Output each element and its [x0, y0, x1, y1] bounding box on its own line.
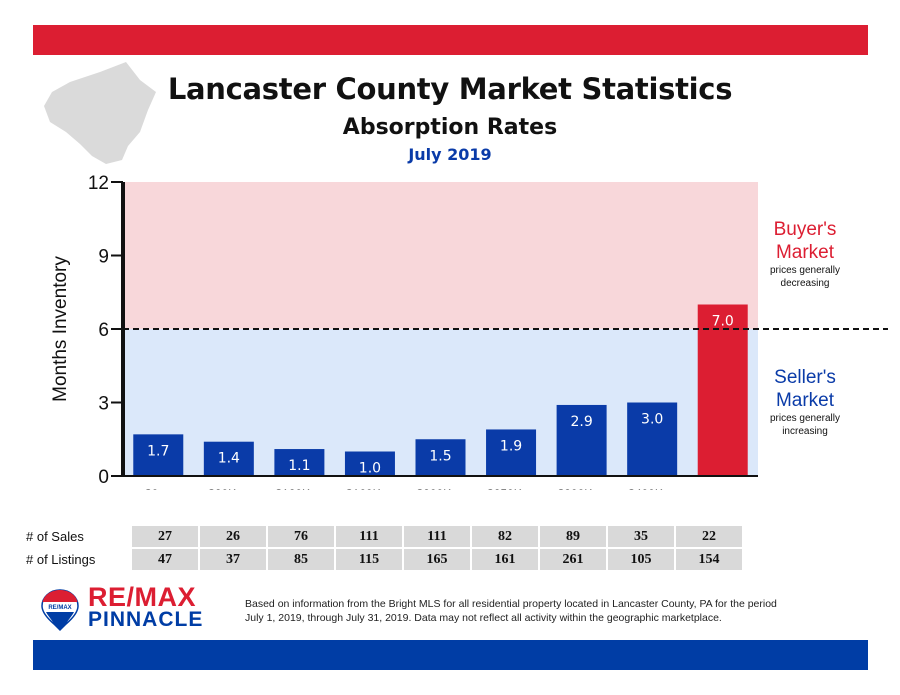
sellers-market-title-2: Market: [775, 390, 835, 411]
bar: [274, 449, 325, 476]
table-cell: 82: [470, 526, 538, 547]
bar-value-label: 7.0: [712, 314, 734, 330]
footnote-line-1: Based on information from the Bright MLS…: [245, 598, 777, 610]
y-tick-label: 9: [98, 247, 109, 268]
table-cell: 37: [198, 549, 266, 570]
table-cell: 89: [538, 526, 606, 547]
sellers-market-title-1: Seller's: [774, 367, 836, 388]
bar-value-label: 1.5: [429, 448, 451, 464]
bar: [486, 429, 537, 476]
x-tick-label: $0 to: [145, 487, 172, 490]
chart-subtitle: Absorption Rates: [342, 115, 558, 140]
x-tick-label: $400K to: [628, 487, 676, 490]
y-axis-title: Months Inventory: [50, 256, 71, 402]
table-cell: 111: [334, 526, 402, 547]
x-tick-label: $300K to: [558, 487, 606, 490]
balloon-badge-text: RE/MAX: [48, 605, 71, 611]
bar-value-label: 1.7: [147, 443, 169, 459]
logo-remax-text: RE/MAX: [88, 582, 197, 612]
x-tick-label: $80K to: [208, 487, 250, 490]
bar-value-label: 1.9: [500, 438, 522, 454]
bar-value-label: 1.1: [288, 458, 310, 474]
table-cell: 85: [266, 549, 334, 570]
chart-period: July 2019: [408, 145, 492, 164]
footnote-line-2: July 1, 2019, through July 31, 2019. Dat…: [245, 612, 722, 624]
table-row: # of Sales 27 26 76 111 111 82 89 35 22: [24, 526, 742, 547]
table-cell: 154: [674, 549, 742, 570]
buyers-market-note-1: prices generally: [769, 265, 841, 276]
table-cell: 26: [198, 526, 266, 547]
bar: [344, 451, 395, 476]
buyers-market-note-2: decreasing: [780, 278, 830, 289]
logo-pinnacle-text: PINNACLE: [88, 608, 204, 631]
bar-value-label: 1.4: [218, 451, 240, 467]
bar: [556, 404, 607, 476]
sales-listings-table: # of Sales 27 26 76 111 111 82 89 35 22 # of Listi…: [24, 524, 742, 572]
table-cell: 261: [538, 549, 606, 570]
remax-pinnacle-logo: RE/MAX RE/MAX PINNACLE: [40, 582, 220, 636]
y-tick-label: 3: [98, 394, 109, 415]
buyers-market-label: Buyer's Market prices generally decreasi…: [740, 218, 870, 290]
balloon-icon: RE/MAX: [41, 589, 79, 632]
table-cell: 111: [402, 526, 470, 547]
bar-value-label: 3.0: [641, 412, 663, 428]
x-tick-label: $120K to: [275, 487, 323, 490]
source-footnote: Based on information from the Bright MLS…: [245, 597, 865, 625]
row-label: # of Sales: [26, 529, 84, 544]
x-tick-label: $200K to: [416, 487, 464, 490]
table-row: # of Listings 47 37 85 115 165 161 261 105 154: [24, 549, 742, 570]
table-cell: 27: [130, 526, 198, 547]
table-cell: 22: [674, 526, 742, 547]
sellers-market-label: Seller's Market prices generally increas…: [740, 366, 870, 438]
table-cell: 161: [470, 549, 538, 570]
buyers-market-zone: [123, 182, 758, 329]
county-map-shape: [44, 62, 156, 164]
table-cell: 165: [402, 549, 470, 570]
table-cell: 115: [334, 549, 402, 570]
bar: [697, 304, 748, 476]
table-cell: 105: [606, 549, 674, 570]
top-red-stripe: [33, 25, 868, 55]
bar-value-label: 2.9: [570, 414, 592, 430]
bar: [203, 441, 254, 476]
sellers-market-note-1: prices generally: [769, 413, 841, 424]
y-tick-label: 0: [98, 467, 109, 488]
x-tick-label: $250K to: [487, 487, 535, 490]
y-tick-label: 12: [88, 173, 109, 194]
bottom-blue-stripe: [33, 640, 868, 670]
y-tick-label: 6: [98, 320, 109, 341]
absorption-bar-chart: 1.7$0 to$79.9K1.4$80K to$119.9K1.1$120K …: [50, 173, 888, 490]
x-tick-label: $160K to: [346, 487, 394, 490]
table-cell: 76: [266, 526, 334, 547]
bar-value-label: 1.0: [359, 461, 381, 477]
sellers-market-note-2: increasing: [782, 426, 828, 437]
stats-table-body: # of Sales 27 26 76 111 111 82 89 35 22 # of Listi…: [24, 526, 742, 570]
buyers-market-title-1: Buyer's: [773, 219, 837, 240]
bar: [133, 434, 184, 476]
bar: [415, 439, 466, 476]
buyers-market-title-2: Market: [775, 242, 835, 263]
bar: [627, 402, 678, 476]
table-cell: 35: [606, 526, 674, 547]
table-cell: 47: [130, 549, 198, 570]
chart-title: Lancaster County Market Statistics: [167, 72, 733, 106]
row-label: # of Listings: [26, 552, 96, 567]
